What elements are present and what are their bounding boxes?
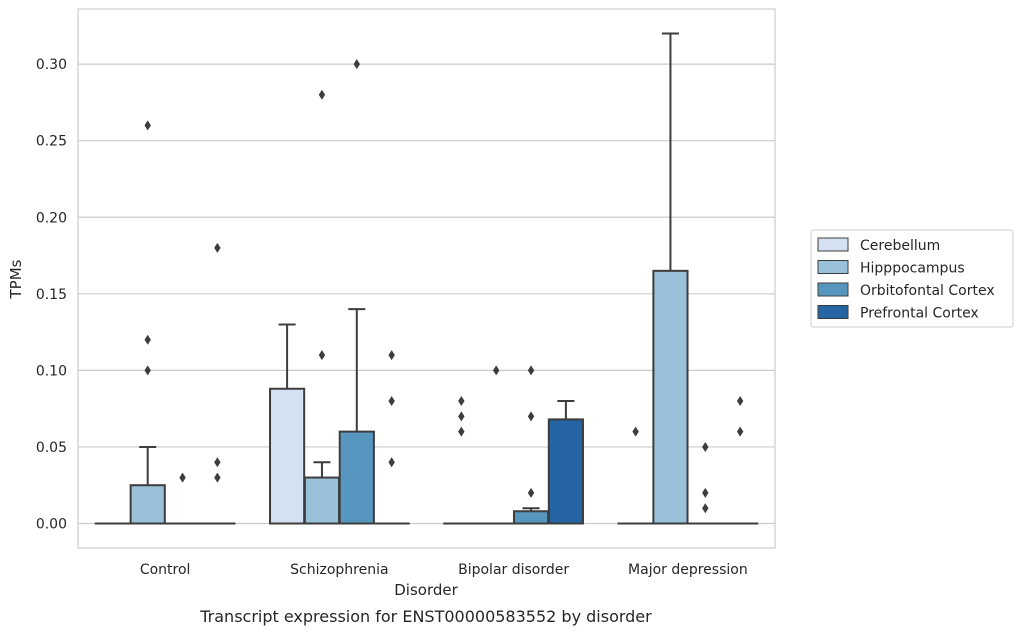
outlier-point	[736, 426, 744, 437]
outlier-point	[527, 487, 535, 498]
box-hipppocampus	[478, 365, 515, 525]
box-hipppocampus	[129, 120, 166, 525]
x-tick-label: Control	[140, 562, 191, 578]
legend-swatch	[817, 237, 849, 252]
x-tick-label: Schizophrenia	[290, 562, 388, 578]
box-prefrontal-cortex	[199, 242, 236, 525]
x-tick-labels: Control Schizophrenia Bipolar disorder Majo…	[140, 562, 748, 578]
legend-swatch	[817, 282, 849, 297]
box-orbitofontal-cortex	[338, 59, 375, 525]
y-tick-label: 0.30	[36, 57, 67, 73]
outlier-point	[214, 472, 221, 483]
outlier-point	[388, 457, 395, 468]
outlier-point	[736, 396, 744, 406]
box	[652, 269, 689, 525]
box	[303, 476, 341, 525]
outlier-point	[493, 365, 500, 376]
chart-caption: Transcript expression for ENST0000058355…	[199, 607, 652, 626]
outlier-point	[318, 350, 326, 361]
outlier-point	[458, 411, 465, 422]
box-cerebellum	[443, 396, 480, 525]
outlier-point	[458, 396, 465, 406]
box-hipppocampus	[652, 32, 689, 525]
outlier-point	[318, 89, 326, 100]
gridlines	[78, 63, 775, 525]
outlier-point	[353, 59, 360, 70]
box	[547, 418, 584, 525]
outlier-point	[179, 472, 186, 483]
y-tick-label: 0.20	[36, 210, 67, 226]
box-prefrontal-cortex	[547, 400, 584, 525]
x-axis-label: Disorder	[394, 581, 458, 599]
box-cerebellum	[617, 426, 654, 525]
plot-frame	[77, 8, 776, 549]
outlier-point	[214, 457, 221, 468]
box-orbitofontal-cortex	[164, 472, 201, 525]
legend-frame	[810, 229, 1014, 328]
legend: Cerebellum Hipppocampus Orbitofontal Corte…	[810, 229, 1014, 328]
outlier-point	[388, 396, 395, 406]
y-tick-label: 0.05	[36, 440, 67, 456]
y-tick-label: 0.15	[36, 287, 67, 303]
box	[338, 430, 375, 525]
y-tick-labels: 0.00 0.05 0.10 0.15 0.20 0.25 0.30	[36, 57, 67, 532]
outlier-point	[702, 487, 709, 498]
outlier-point	[214, 242, 221, 253]
box-hipppocampus	[303, 89, 341, 525]
y-tick-label: 0.10	[36, 363, 67, 379]
outlier-point	[144, 365, 151, 376]
box-cerebellum	[269, 323, 306, 525]
box	[512, 510, 550, 525]
legend-swatch	[817, 260, 849, 274]
box	[129, 484, 166, 525]
box	[269, 387, 306, 525]
boxes	[94, 32, 759, 525]
y-tick-label: 0.00	[36, 517, 67, 533]
y-tick-label: 0.25	[36, 134, 67, 150]
legend-entry: Orbitofontal Cortex	[860, 283, 995, 299]
legend-entry: Hipppocampus	[860, 261, 965, 277]
x-tick-label: Bipolar disorder	[458, 562, 569, 578]
outlier-point	[632, 426, 639, 437]
legend-entry: Cerebellum	[860, 238, 940, 254]
x-tick-label: Major depression	[628, 562, 748, 578]
outlier-point	[527, 411, 535, 422]
outlier-point	[144, 334, 151, 345]
box-prefrontal-cortex	[722, 396, 759, 525]
box-prefrontal-cortex	[373, 350, 410, 525]
y-axis-label: TPMs	[7, 259, 25, 299]
outlier-point	[458, 426, 465, 437]
legend-swatch	[817, 305, 849, 319]
legend-entry: Prefrontal Cortex	[860, 306, 979, 322]
outlier-point	[702, 503, 709, 514]
box-orbitofontal-cortex	[512, 365, 550, 525]
outlier-point	[702, 441, 709, 452]
outlier-point	[144, 120, 151, 131]
outlier-point	[388, 350, 395, 361]
outlier-point	[527, 365, 535, 376]
box-orbitofontal-cortex	[687, 441, 724, 525]
